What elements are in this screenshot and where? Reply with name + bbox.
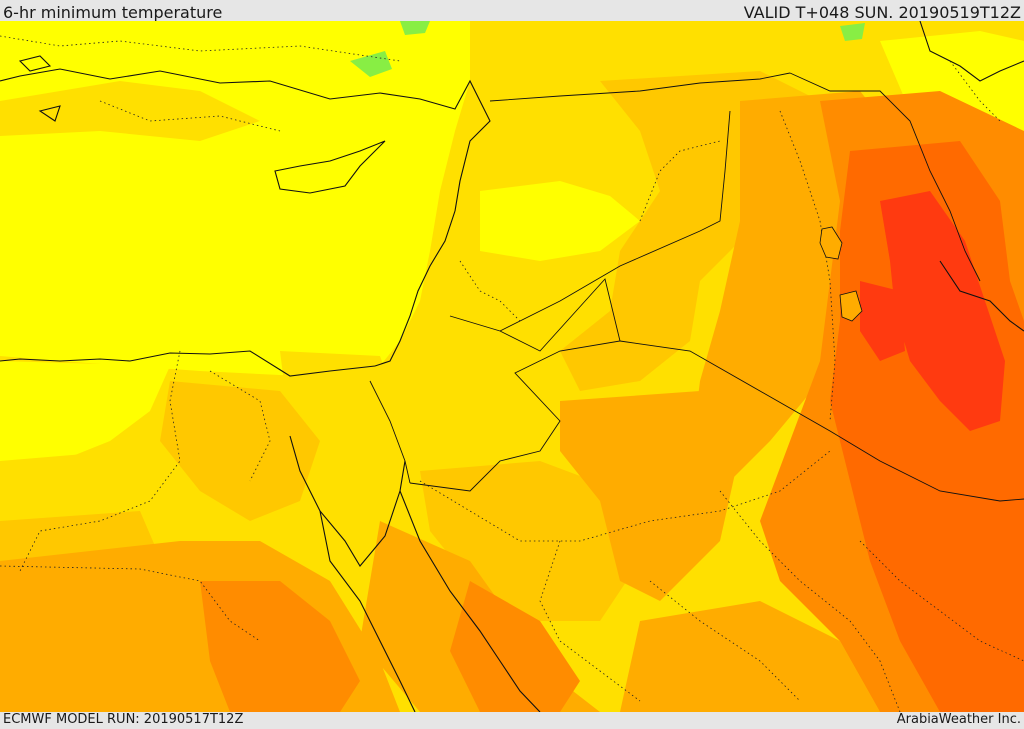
field-warm [0,91,900,712]
gulf-coast [939,260,1024,332]
map-title: 6-hr minimum temperature [3,3,223,22]
border-syria-iraq [499,110,731,332]
aegean-islands [18,55,61,122]
caspian-edge [919,21,1024,82]
egypt-coast [0,350,376,377]
border-saudi-iraq [619,340,1024,502]
levant-coast [374,210,456,367]
cyprus [274,140,386,194]
border-jordan [409,278,621,492]
field-orange [200,91,1024,712]
red-sea-east [399,490,541,712]
turkey-coast [0,68,491,212]
temperature-map [0,21,1024,712]
valid-time-label: VALID T+048 SUN. 20190519T12Z [743,3,1021,22]
iraq-lakes [819,226,863,322]
sinai-coast [289,435,406,567]
border-egypt-israel [369,380,411,484]
model-run-label: ECMWF MODEL RUN: 20190517T12Z [3,712,244,727]
field-hot-red [860,191,1005,431]
temperature-map-svg [0,21,1024,712]
red-sea-west [319,510,416,712]
province-borders [0,35,1024,712]
border-iraq-iran [789,72,981,282]
coastlines [0,21,1024,712]
credit-label: ArabiaWeather Inc. [896,712,1021,727]
country-borders [369,72,1024,502]
border-syria-north [489,72,791,102]
